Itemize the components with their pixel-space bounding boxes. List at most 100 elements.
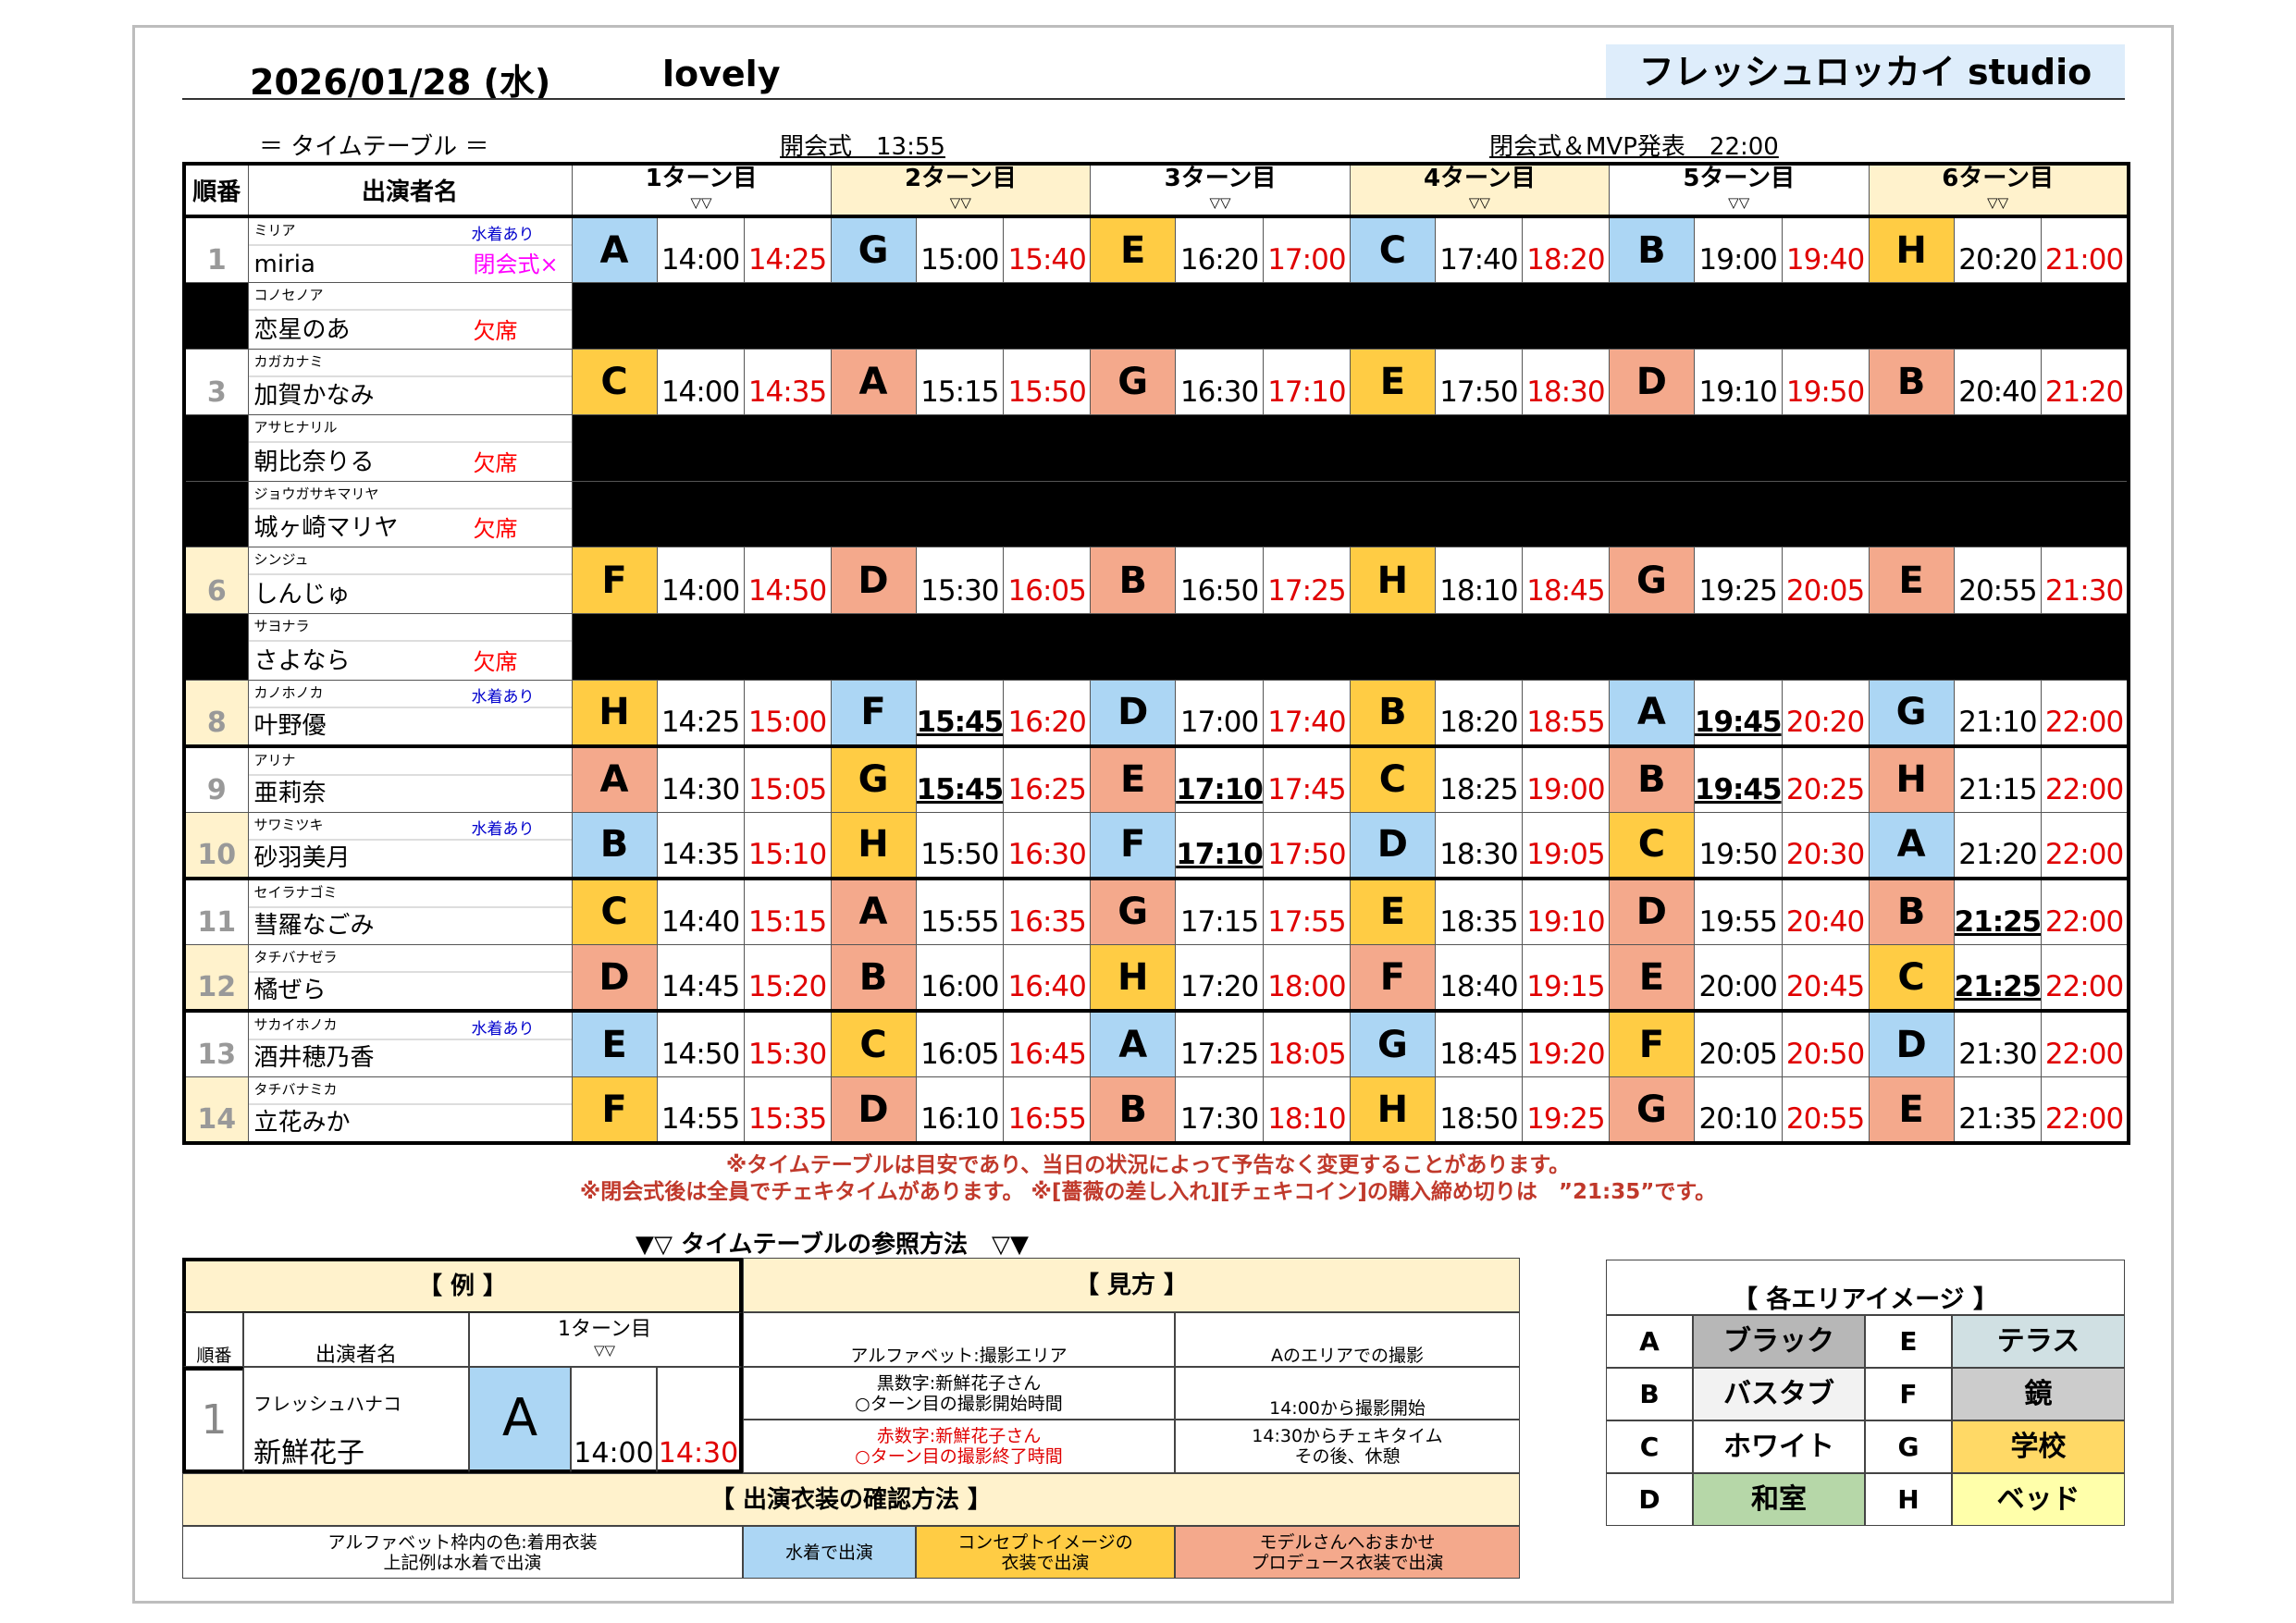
start-time: 20:55 [1953, 547, 2043, 615]
row-number: 12 [183, 944, 249, 1014]
end-time: 17:55 [1262, 878, 1351, 946]
end-time: 15:20 [743, 944, 832, 1014]
end-time: 15:10 [743, 811, 832, 880]
start-time: 18:10 [1434, 547, 1523, 615]
area-letter-b: B [1606, 1368, 1693, 1420]
end-time: 20:30 [1781, 811, 1870, 880]
end-time: 20:45 [1781, 944, 1870, 1014]
end-time: 21:00 [2041, 215, 2129, 284]
end-time: 19:15 [1521, 944, 1610, 1014]
start-time: 14:00 [656, 348, 745, 416]
closing-time: 閉会式＆MVP発表 22:00 [1489, 133, 1779, 161]
end-time: 22:00 [2041, 811, 2129, 880]
example-turn-header: 1ターン目 ▽▽ [469, 1312, 743, 1367]
end-time: 16:35 [1003, 878, 1092, 946]
kana-divider [249, 706, 571, 708]
howto-start-line2: ○ターン目の撮影開始時間 [855, 1393, 1063, 1414]
example-turn-label: 1ターン目 [558, 1317, 651, 1341]
start-time: 18:45 [1434, 1010, 1523, 1078]
table-row: 14 タチバナミカ 立花みか F 14:55 15:35 D 16:10 16:55 B 17:30… [183, 1076, 2129, 1144]
area-letter: B [1090, 1076, 1177, 1144]
header-divider [182, 98, 2125, 100]
performer-kana: アサヒナリル [253, 419, 338, 436]
end-time: 18:10 [1262, 1076, 1351, 1144]
kana-divider [249, 1039, 571, 1041]
start-time: 17:15 [1175, 878, 1264, 946]
area-letter: B [830, 944, 917, 1014]
end-time: 15:35 [743, 1076, 832, 1144]
example-order-header: 順番 [182, 1312, 243, 1367]
start-time: 15:45 [915, 679, 1005, 748]
area-letter: D [830, 547, 917, 615]
timetable: 順番 出演者名 1ターン目 ▽▽ 2ターン目 ▽▽ 3ターン目 ▽▽ 4ターン目 ▽▽ 5ターン… [182, 162, 2130, 1146]
howto-end-desc-line2: その後、休憩 [1294, 1446, 1401, 1467]
row-number: 13 [183, 1010, 249, 1078]
kana-divider [249, 640, 571, 643]
start-time: 19:00 [1693, 215, 1783, 284]
table-row: サヨナラ さよなら 欠席 [183, 613, 2129, 681]
area-letter-d: D [1606, 1473, 1693, 1526]
howto-start-label: 黒数字:新鮮花子さん ○ターン目の撮影開始時間 [743, 1367, 1175, 1420]
end-time: 21:20 [2041, 348, 2129, 416]
performer-cell: サヨナラ さよなら 欠席 [247, 613, 573, 681]
area-letter: H [1349, 1076, 1436, 1144]
absent-blackout [571, 282, 2129, 350]
end-time: 18:55 [1521, 679, 1610, 748]
performer-cell: シンジュ しんじゅ [247, 547, 573, 615]
end-time: 21:30 [2041, 547, 2129, 615]
area-letter: C [1349, 745, 1436, 813]
area-letter: E [571, 1010, 658, 1078]
end-time: 20:55 [1781, 1076, 1870, 1144]
kana-divider [249, 244, 571, 246]
end-time: 16:05 [1003, 547, 1092, 615]
area-letter-f: F [1865, 1368, 1952, 1420]
performer-name: 酒井穂乃香 [253, 1044, 375, 1073]
start-time: 16:20 [1175, 215, 1264, 284]
start-time: 20:00 [1693, 944, 1783, 1014]
kana-divider [249, 441, 571, 444]
area-letter: H [1349, 547, 1436, 615]
end-time: 19:00 [1521, 745, 1610, 813]
start-time: 14:30 [656, 745, 745, 813]
performer-cell: タチバナミカ 立花みか [247, 1076, 573, 1144]
performer-name: 朝比奈りる [253, 448, 375, 476]
area-legend: 【 各エリアイメージ 】 A ブラック E テラス B バスタブ F 鏡 C ホワイト G 学校 D 和室… [1606, 1260, 2125, 1526]
row-number: 14 [183, 1076, 249, 1144]
turn-mark: ▽▽ [1468, 193, 1490, 211]
example-title: 【 例 】 [182, 1258, 743, 1312]
area-letter-g: G [1865, 1420, 1952, 1473]
area-letter: F [830, 679, 917, 748]
end-time: 18:30 [1521, 348, 1610, 416]
row-number: 8 [183, 679, 249, 748]
end-time: 14:50 [743, 547, 832, 615]
costume-produce: モデルさんへおまかせ プロデュース衣装で出演 [1175, 1526, 1520, 1579]
performer-cell: ミリア miria 水着あり 閉会式× [247, 215, 573, 284]
example-start-time: 14:00 [571, 1367, 657, 1473]
absent-blackout [571, 480, 2129, 548]
area-letter: C [1868, 944, 1955, 1014]
start-time: 21:25 [1953, 878, 2043, 946]
end-time: 22:00 [2041, 1010, 2129, 1078]
start-time: 14:50 [656, 1010, 745, 1078]
end-time: 17:00 [1262, 215, 1351, 284]
performer-kana: カガカナミ [253, 352, 324, 370]
area-letter: A [1608, 679, 1695, 748]
table-row: 9 アリナ 亜莉奈 A 14:30 15:05 G 15:45 16:25 E 17:10 17:45… [183, 745, 2129, 813]
area-letter-a: A [1606, 1315, 1693, 1368]
area-letter: B [1868, 348, 1955, 416]
howto-end-desc-line1: 14:30からチェキタイム [1252, 1426, 1443, 1446]
opening-time: 開会式 13:55 [780, 133, 945, 161]
end-time: 15:15 [743, 878, 832, 946]
table-row: 13 サカイホノカ 酒井穂乃香 水着あり E 14:50 15:30 C 16:05 16:45 A… [183, 1010, 2129, 1078]
attendance-status: 閉会式× [473, 252, 559, 278]
performer-cell: サカイホノカ 酒井穂乃香 水着あり [247, 1010, 573, 1078]
performer-cell: コノセノア 恋星のあ 欠席 [247, 282, 573, 350]
area-letter: A [1090, 1010, 1177, 1078]
area-letter: A [571, 745, 658, 813]
area-letter: D [1608, 878, 1695, 946]
start-time: 17:20 [1175, 944, 1264, 1014]
start-time: 20:20 [1953, 215, 2043, 284]
start-time: 16:50 [1175, 547, 1264, 615]
start-time: 17:00 [1175, 679, 1264, 748]
start-time: 19:10 [1693, 348, 1783, 416]
